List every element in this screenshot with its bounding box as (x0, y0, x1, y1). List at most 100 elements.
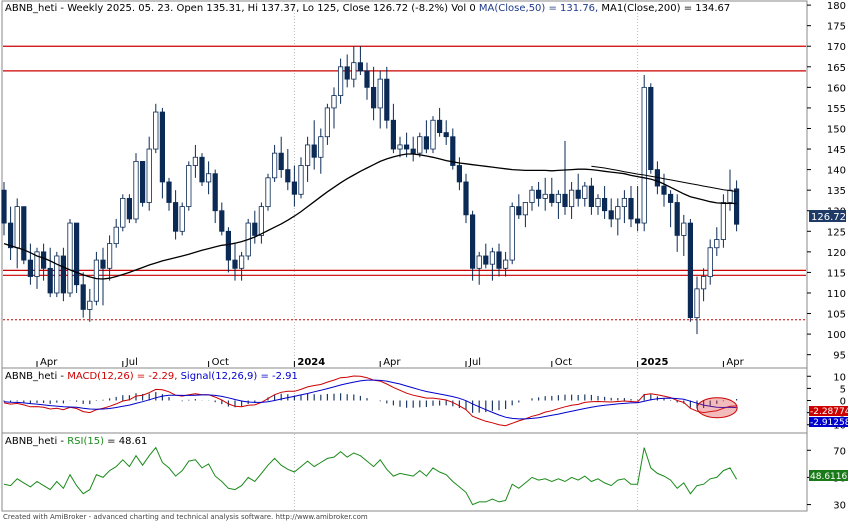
candle-body (344, 66, 350, 80)
x-tick-label: Oct (555, 357, 572, 368)
candle-body (258, 206, 265, 236)
candle-body (186, 165, 192, 208)
macd-y-tick-label: 0 (840, 397, 846, 408)
candle-body (291, 181, 298, 195)
candle-body (436, 119, 443, 133)
price-y-tick-label: 155 (827, 104, 846, 115)
price-header: ABNB_heti - Weekly 2025. 05. 23. Open 13… (5, 3, 730, 14)
price-y-tick-label: 165 (827, 63, 846, 74)
x-tick-label: Apr (726, 357, 744, 368)
candle-body (707, 247, 713, 277)
candle-body (107, 243, 113, 269)
rsi-header-symbol: ABNB_heti (5, 436, 57, 447)
candle-body (509, 206, 515, 261)
candle-body (1, 189, 7, 224)
candle-body (536, 189, 542, 199)
x-tick-label: 2024 (297, 357, 325, 368)
candle-body (166, 181, 172, 203)
candle-body (522, 202, 529, 216)
price-y-tick-label: 125 (827, 227, 846, 238)
candle-body (7, 222, 14, 249)
price-y-tick-label: 170 (827, 42, 846, 53)
macd-y-tick-label: 5 (840, 384, 846, 395)
candle-body (219, 210, 225, 232)
candle-body (179, 206, 185, 232)
candle-body (93, 259, 99, 302)
rsi-value-label-bg (809, 470, 848, 481)
last-price-label: 126.72 (811, 212, 846, 223)
signal-value-label: -2.91258 (810, 418, 850, 428)
candle-body (67, 222, 73, 294)
candle-body (238, 255, 245, 269)
macd-header: ABNB_heti - MACD(12,26) = -2.29, Signal(… (5, 371, 298, 382)
candle-body (496, 251, 502, 269)
candle-body (714, 239, 720, 249)
x-tick-label: 2025 (641, 357, 669, 368)
price-y-tick-label: 120 (827, 248, 846, 259)
price-y-tick-label: 115 (827, 268, 846, 279)
candle-body (265, 177, 271, 208)
rsi-header: ABNB_heti - RSI(15) = 48.61 (5, 436, 147, 447)
price-header-ma200: MA1(Close,200) = 134.67 (598, 3, 730, 14)
price-header-symbol: ABNB_heti (5, 3, 57, 14)
candle-body (502, 259, 509, 269)
signal-line (3, 379, 737, 420)
candle-body (549, 193, 555, 203)
candle-body (443, 132, 449, 138)
candle-body (14, 206, 20, 249)
candle-body (278, 152, 284, 171)
candle-body (668, 193, 674, 203)
candle-body (621, 197, 628, 208)
last-price-label-bg (809, 210, 846, 222)
candles (1, 46, 740, 335)
rsi-value-label: 48.6116 (810, 472, 847, 482)
candle-body (403, 144, 410, 150)
candle-body (80, 284, 86, 310)
price-horizontal-lines (3, 45, 806, 321)
rsi-y-tick-label: 30 (833, 501, 846, 512)
candle-body (377, 78, 383, 109)
price-y-tick-label: 180 (827, 1, 846, 12)
candle-body (126, 197, 132, 220)
price-header-ma50: MA(Close,50) = 131.76, (479, 3, 598, 14)
candle-body (133, 160, 139, 220)
candle-body (595, 197, 601, 208)
candle-body (41, 251, 47, 269)
candle-body (516, 206, 522, 216)
candle-body (727, 189, 733, 203)
candle-body (318, 136, 324, 158)
candle-body (384, 78, 390, 121)
macd-y-tick-label: 10 (833, 372, 846, 383)
moving-average-lines (3, 153, 737, 280)
candle-body (694, 288, 700, 319)
candle-body (74, 222, 80, 286)
candle-body (21, 206, 27, 261)
price-header-info: - Weekly 2025. 05. 23. Open 135.31, Hi 1… (57, 3, 479, 14)
candle-body (47, 267, 53, 294)
candle-body (483, 255, 489, 265)
rsi-panel-frame (1, 432, 808, 512)
price-y-tick-label: 160 (827, 83, 846, 94)
price-y-tick-label: 145 (827, 145, 846, 156)
candle-body (351, 62, 357, 80)
candle-body (120, 197, 126, 228)
candle-body (674, 202, 680, 236)
candle-body (687, 222, 694, 319)
candle-body (463, 181, 469, 216)
rsi-y-tick-label: 70 (833, 446, 846, 457)
candle-body (562, 193, 568, 208)
macd-header-macd: MACD(12,26) = -2.29, (67, 371, 177, 382)
candle-body (232, 259, 238, 269)
candle-body (60, 255, 67, 294)
candle-body (423, 136, 430, 150)
price-panel-frame (1, 0, 808, 369)
candle-body (608, 210, 614, 220)
x-tick-label: Apr (40, 357, 58, 368)
candle-body (641, 86, 647, 224)
candle-body (648, 86, 654, 171)
candle-body (390, 119, 397, 150)
candle-body (615, 206, 621, 220)
candle-body (139, 160, 146, 203)
macd-value-label: -2.28774 (810, 407, 850, 417)
